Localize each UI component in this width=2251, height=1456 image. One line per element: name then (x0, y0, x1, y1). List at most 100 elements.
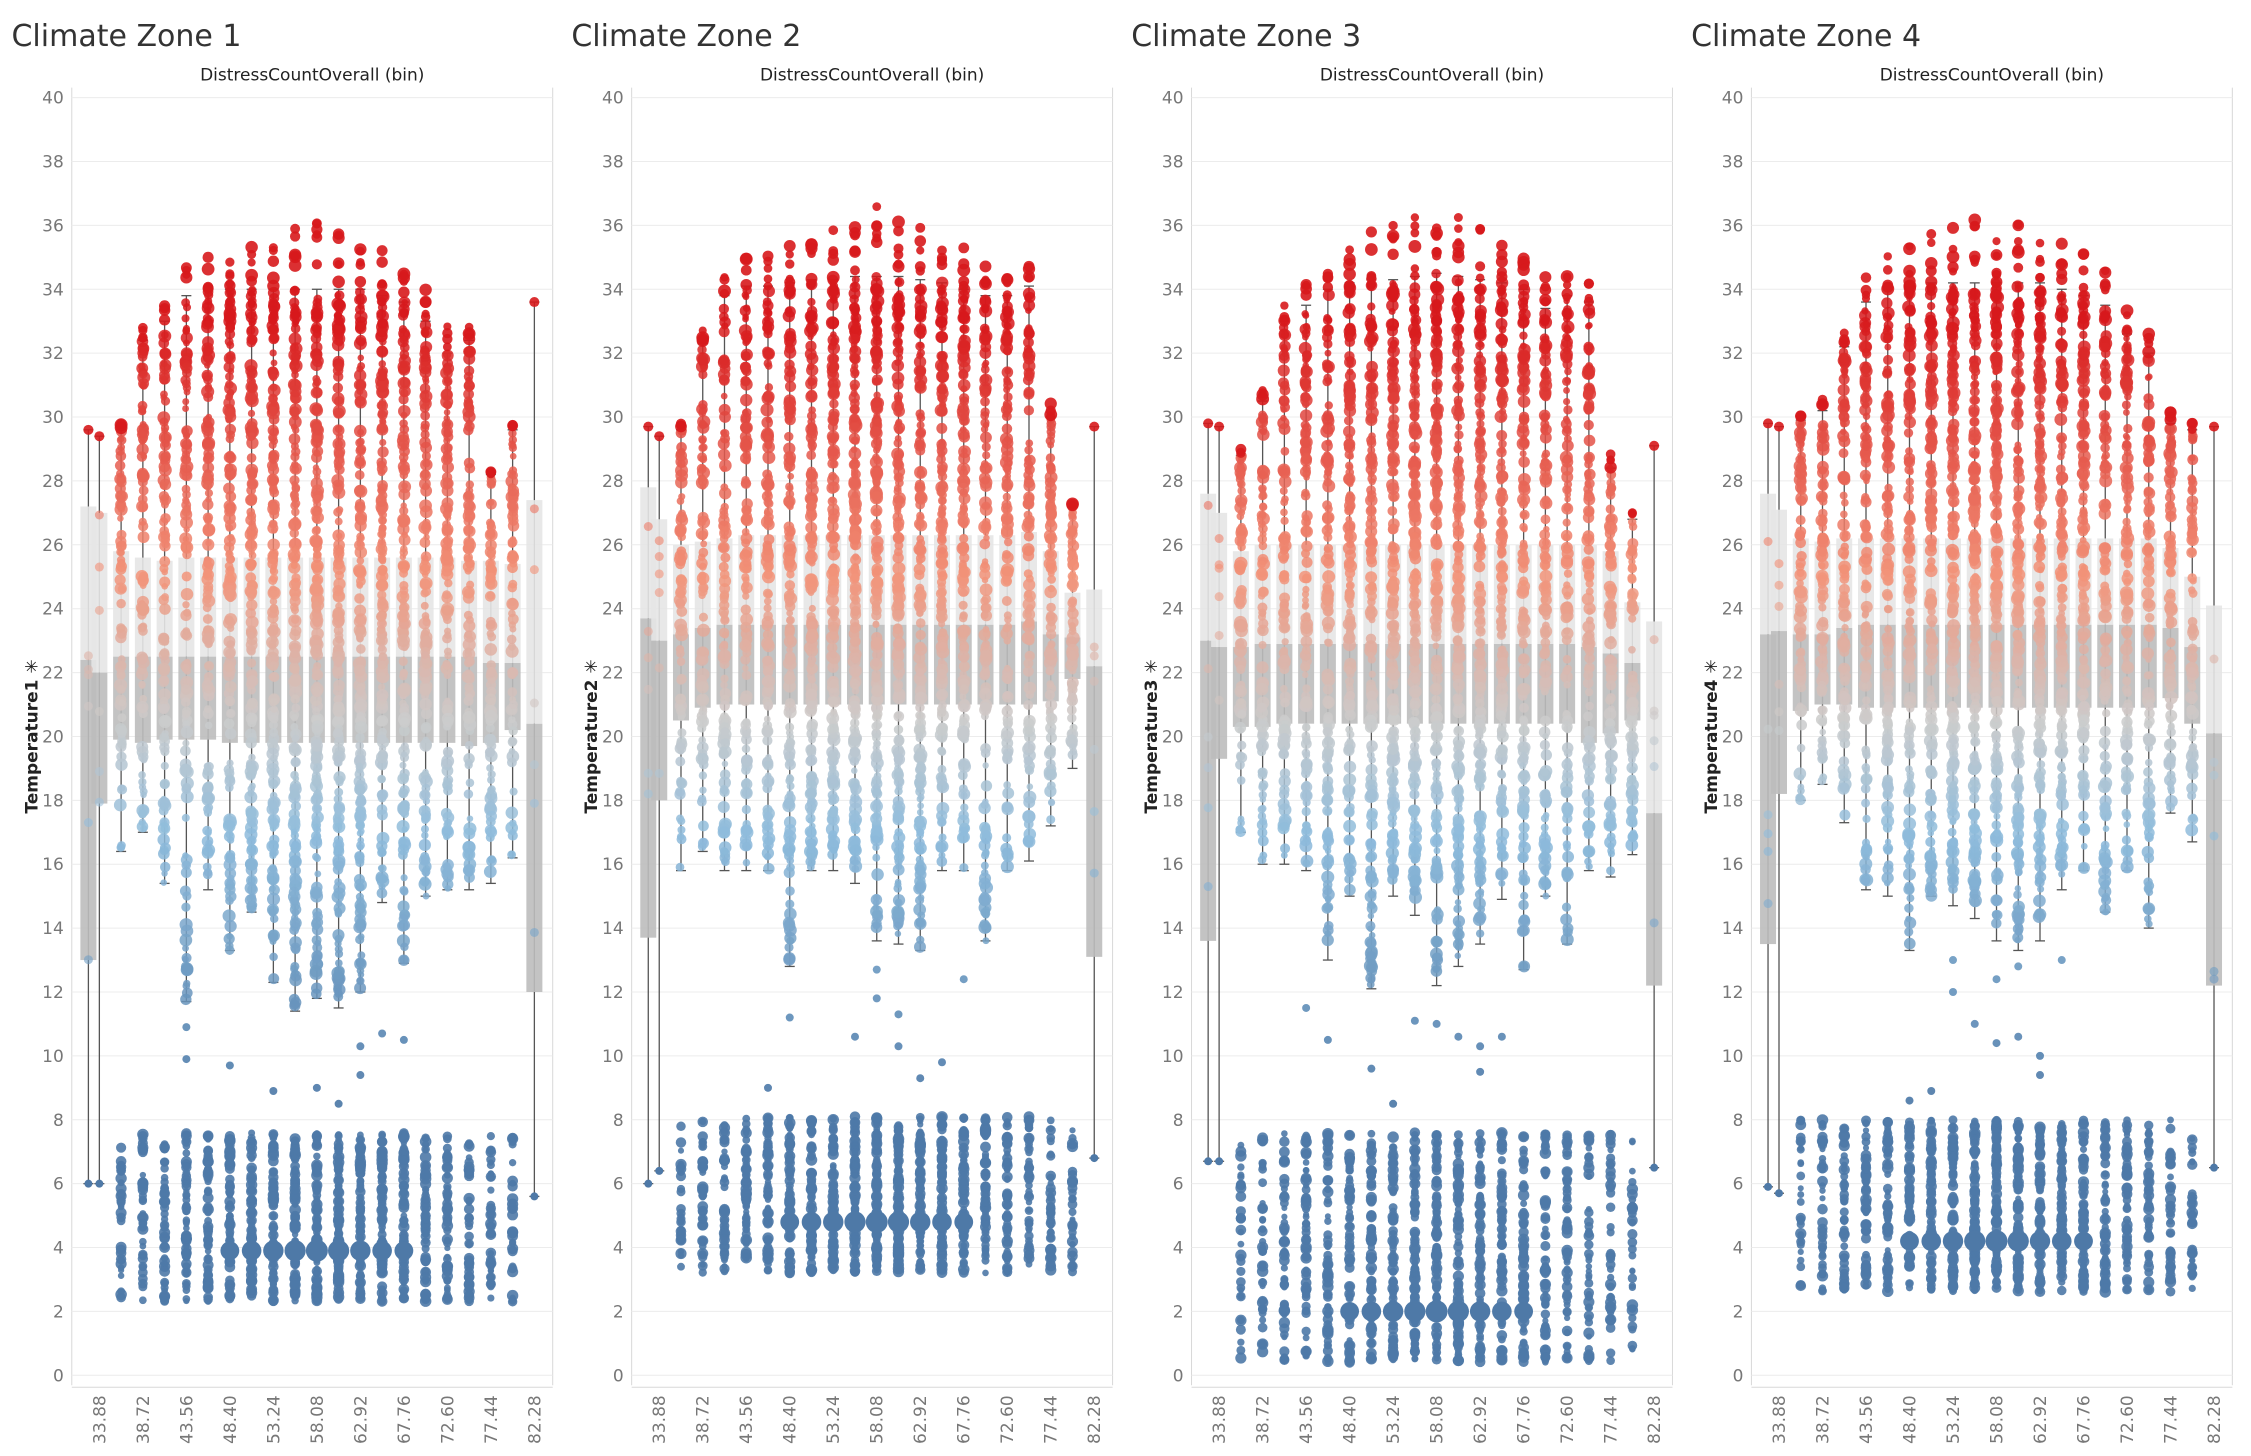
data-point-low (377, 1204, 387, 1214)
data-point-low (464, 1257, 474, 1267)
data-point-low (268, 1261, 278, 1271)
data-point (354, 769, 364, 779)
data-point-outlier (224, 280, 235, 291)
data-point (718, 542, 730, 554)
data-point (334, 795, 343, 804)
data-point (530, 928, 539, 937)
data-point (84, 818, 93, 827)
data-point (419, 478, 431, 490)
x-tick-label: 43.56 (177, 1395, 197, 1444)
data-point (743, 859, 751, 867)
data-point-low (507, 1209, 518, 1220)
data-point-outlier (398, 272, 410, 284)
data-point (204, 705, 212, 713)
data-point (698, 838, 709, 849)
data-point-outlier (226, 1061, 234, 1069)
data-point-low (721, 1268, 729, 1276)
y-tick-label: 22 (42, 664, 64, 684)
data-point (225, 681, 237, 693)
data-point-low (742, 1136, 750, 1144)
data-point (268, 450, 279, 461)
data-point (311, 811, 323, 823)
data-point-low (487, 1173, 495, 1181)
data-point (357, 750, 364, 757)
data-point-low (488, 1222, 495, 1229)
data-point (227, 324, 235, 332)
data-point (312, 707, 320, 715)
data-point (268, 406, 278, 416)
data-point (314, 606, 321, 613)
data-point (291, 461, 299, 469)
data-point-low (138, 1131, 148, 1141)
data-point (357, 977, 364, 984)
data-point (399, 762, 406, 769)
data-point (443, 786, 453, 796)
y-tick-label: 24 (602, 600, 624, 620)
data-point-low (486, 1155, 495, 1164)
data-point (139, 783, 146, 790)
data-point (465, 685, 473, 693)
data-point-low (313, 1136, 321, 1144)
data-point (203, 569, 214, 580)
data-point-low (356, 1293, 365, 1302)
data-point-low (742, 1166, 750, 1174)
data-point-low (290, 1175, 299, 1184)
data-point-outlier (159, 314, 170, 325)
data-point (244, 359, 257, 372)
data-point (419, 437, 430, 448)
data-point-low (290, 1220, 301, 1231)
data-point-low (335, 1132, 343, 1140)
data-point (357, 919, 365, 927)
data-point-low (743, 1227, 749, 1233)
data-point (160, 648, 170, 658)
x-tick-label: 67.76 (955, 1395, 975, 1444)
data-point-low (137, 1179, 148, 1190)
data-point (764, 597, 772, 605)
data-point (204, 661, 214, 671)
data-point (224, 636, 236, 648)
data-point (507, 550, 518, 561)
data-point (443, 717, 454, 728)
data-point (486, 499, 497, 510)
data-point (740, 690, 752, 702)
data-point (289, 675, 301, 687)
data-point (289, 887, 300, 898)
data-point-outlier (378, 1030, 386, 1038)
data-point (203, 481, 212, 490)
data-point (270, 333, 279, 342)
data-point-outlier (203, 252, 214, 263)
data-point (398, 683, 411, 696)
data-point-low (182, 1191, 190, 1199)
chart-panel-1: Climate Zone 1DistressCountOverall (bin)… (11, 19, 552, 1444)
data-point (289, 407, 299, 417)
data-point (160, 348, 172, 360)
data-point-outlier (332, 276, 345, 289)
data-point-low (204, 1257, 211, 1264)
data-point (290, 997, 301, 1008)
data-point (674, 789, 685, 800)
data-point (335, 450, 343, 458)
data-point (530, 504, 539, 513)
data-point (117, 739, 127, 749)
data-point (291, 842, 298, 849)
data-point (248, 467, 258, 477)
box-upper (91, 513, 107, 673)
data-point-outlier (289, 259, 302, 272)
data-point (335, 326, 343, 334)
data-point (161, 802, 168, 809)
data-point (443, 661, 451, 669)
data-point (419, 839, 431, 851)
data-point-low (740, 1234, 752, 1246)
data-point (182, 405, 189, 412)
data-point (314, 870, 321, 877)
data-point-low (118, 1272, 124, 1278)
data-point (204, 515, 212, 523)
data-point (270, 520, 277, 527)
data-point (720, 610, 728, 618)
data-point-low (335, 1277, 343, 1285)
data-point-outlier (180, 271, 192, 283)
data-point (357, 830, 364, 837)
data-point-low (356, 1271, 365, 1280)
data-point-outlier (740, 279, 752, 291)
data-point (313, 495, 321, 503)
